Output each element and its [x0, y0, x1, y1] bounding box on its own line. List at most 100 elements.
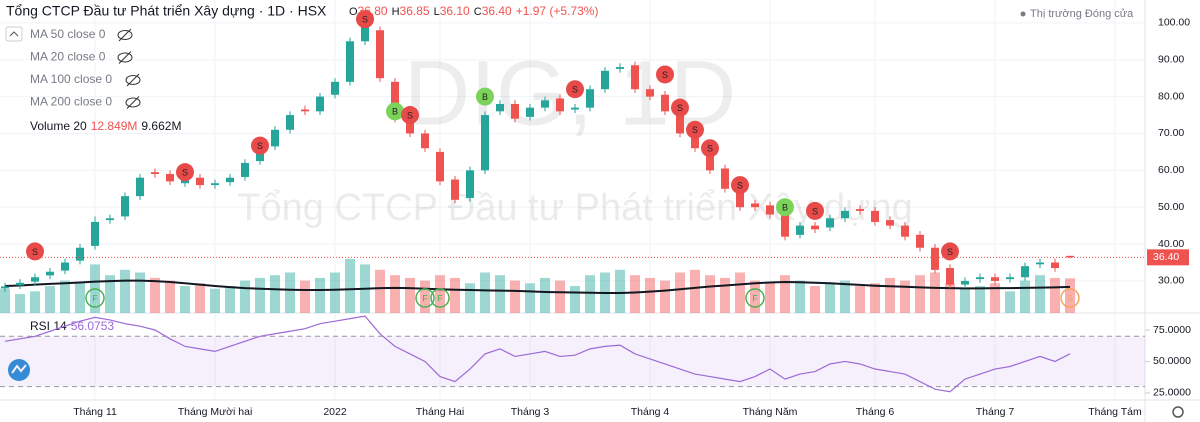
signal-label: F	[92, 293, 98, 303]
candle-body	[391, 81, 399, 119]
candle-body	[271, 129, 279, 147]
candle-body	[511, 103, 519, 119]
candle-body	[31, 277, 39, 282]
volume-bar	[1050, 277, 1060, 313]
candle-body	[946, 268, 954, 285]
signal-marker	[671, 98, 689, 117]
x-tick-label: Tháng 3	[511, 406, 550, 418]
status-dot	[1020, 11, 1026, 17]
ohlc-key: C	[474, 6, 482, 18]
volume-bar	[75, 283, 85, 313]
signal-marker	[26, 242, 44, 261]
signal-marker	[251, 136, 269, 155]
candle-body	[961, 280, 969, 285]
volume-bar	[885, 277, 895, 313]
signal-marker	[656, 65, 674, 84]
volume-bar	[375, 269, 385, 313]
signal-marker	[415, 288, 435, 308]
volume-bar	[645, 277, 655, 313]
x-tick-label: Tháng 6	[856, 406, 895, 418]
candle-body	[796, 225, 804, 235]
candle-body	[406, 122, 414, 134]
indicator-label: MA 100 close 0	[30, 72, 112, 86]
candle-body	[616, 67, 624, 69]
volume-bar	[915, 275, 925, 313]
signal-label: S	[737, 180, 743, 190]
legend: Tổng CTCP Đầu tư Phát triển Xây dựng · 1…	[5, 3, 1134, 333]
candle-body	[256, 148, 264, 162]
volume-bar	[975, 286, 985, 313]
volume-bar	[330, 272, 340, 313]
signal-label: F	[422, 293, 428, 303]
candle-body	[751, 203, 759, 208]
candle-body	[481, 115, 489, 171]
candle-body	[721, 168, 729, 189]
volume-bar	[15, 294, 25, 313]
candle-body	[571, 107, 579, 110]
candle-body	[151, 172, 159, 175]
visibility-icon	[125, 97, 141, 108]
y-tick-label: 100.00	[1158, 17, 1190, 29]
candle-body	[16, 282, 24, 286]
change: +1.97 (+5.73%)	[516, 4, 599, 18]
candle-body	[451, 179, 459, 200]
signal-marker	[176, 163, 194, 182]
candle-body	[691, 131, 699, 149]
legend-row: RSI 14 56.0753	[30, 319, 114, 333]
volume-bar	[675, 272, 685, 313]
volume-bar	[405, 277, 415, 313]
candle-body	[781, 214, 789, 237]
candle-body	[466, 170, 474, 198]
signal-label: S	[257, 141, 263, 151]
rsi-tick-label: 50.0000	[1153, 355, 1191, 367]
volume-bar	[210, 288, 220, 313]
volume-bar	[255, 277, 265, 313]
candle-body	[1066, 255, 1074, 258]
visibility-icon	[126, 73, 140, 87]
visibility-icon	[118, 51, 132, 64]
indicator-label: MA 200 close 0	[30, 95, 112, 109]
volume-bar	[1035, 275, 1045, 313]
candle-body	[346, 41, 354, 82]
volume-bar	[120, 269, 130, 313]
candle-body	[1036, 262, 1044, 265]
candle-body	[811, 225, 819, 230]
volume-bar	[660, 280, 670, 313]
candle-body	[871, 210, 879, 222]
candle-body	[556, 98, 564, 112]
signal-label: S	[407, 110, 413, 120]
volume-bar	[540, 277, 550, 313]
candle-body	[526, 107, 534, 117]
candle-body	[901, 225, 909, 237]
market-status: Thị trường Đóng cửa	[1030, 8, 1134, 20]
signal-marker	[686, 120, 704, 139]
volume-bar	[135, 272, 145, 313]
signal-marker	[745, 288, 765, 308]
candle-body	[766, 205, 774, 215]
collapse-button[interactable]	[5, 26, 23, 42]
x-tick-label: Tháng Năm	[743, 406, 798, 418]
candle-body	[586, 89, 594, 108]
ohlc-key: H	[392, 6, 400, 18]
volume-bar	[945, 283, 955, 313]
volume-bar	[900, 280, 910, 313]
volume-bar	[510, 280, 520, 313]
volume-bar	[195, 283, 205, 313]
signal-label: F	[752, 293, 758, 303]
x-tick-label: Tháng Tám	[1088, 406, 1142, 418]
settings-button[interactable]	[1172, 406, 1184, 418]
watermark: DIG, 1D Tổng CTCP Đầu tư Phát triển Xây …	[237, 42, 912, 229]
volume-bar	[720, 277, 730, 313]
candle-body	[841, 210, 849, 219]
rsi-tick-label: 25.0000	[1153, 387, 1191, 399]
rsi-tick-label: 75.0000	[1153, 324, 1191, 336]
signal-label: S	[812, 206, 818, 216]
x-tick-label: Tháng 7	[976, 406, 1015, 418]
volume-bar	[180, 286, 190, 313]
signal-label: S	[572, 85, 578, 95]
signal-label: S	[692, 125, 698, 135]
visibility-icon	[125, 75, 141, 85]
volume-bar	[585, 275, 595, 313]
candle-body	[1, 286, 9, 289]
volume-bar	[45, 286, 55, 313]
